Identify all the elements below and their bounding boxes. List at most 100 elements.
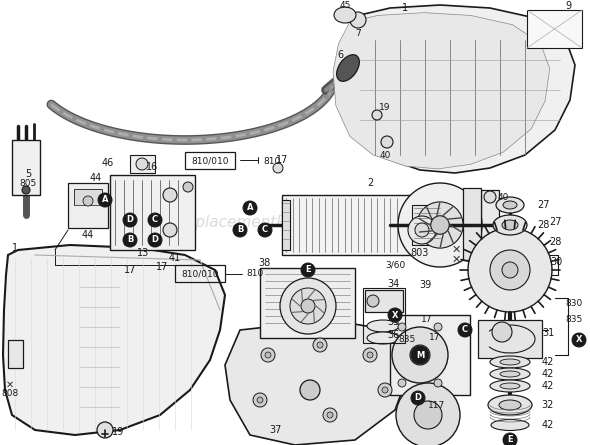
Circle shape	[290, 288, 326, 324]
Circle shape	[300, 380, 320, 400]
Circle shape	[265, 352, 271, 358]
Bar	[12, 140, 40, 195]
Text: eReplacementParts.com: eReplacementParts.com	[166, 215, 353, 230]
Circle shape	[257, 397, 263, 403]
Ellipse shape	[500, 359, 520, 365]
Bar	[478, 320, 542, 358]
Circle shape	[392, 327, 448, 383]
Circle shape	[572, 333, 586, 347]
Text: 1: 1	[12, 243, 18, 253]
Text: B: B	[237, 226, 243, 235]
Text: 17: 17	[276, 155, 288, 165]
Text: 19: 19	[112, 427, 124, 437]
Text: 44: 44	[82, 230, 94, 240]
Circle shape	[411, 346, 429, 364]
Circle shape	[372, 110, 382, 120]
Circle shape	[327, 412, 333, 418]
Text: 7: 7	[355, 28, 361, 37]
Text: 44: 44	[90, 173, 102, 183]
Circle shape	[367, 352, 373, 358]
Text: 40: 40	[379, 150, 391, 159]
Text: 810/010: 810/010	[191, 157, 229, 166]
Bar	[74, 189, 102, 205]
Text: C: C	[262, 226, 268, 235]
Text: 805: 805	[19, 178, 37, 187]
Circle shape	[350, 12, 366, 28]
Circle shape	[411, 391, 425, 405]
Text: 810: 810	[263, 157, 281, 166]
Text: 42: 42	[542, 420, 554, 430]
Ellipse shape	[499, 400, 521, 410]
Text: D: D	[126, 215, 133, 224]
Circle shape	[492, 322, 512, 342]
Circle shape	[97, 422, 113, 438]
Circle shape	[163, 188, 177, 202]
Circle shape	[434, 323, 442, 331]
Circle shape	[408, 216, 436, 244]
Text: 34: 34	[387, 279, 399, 289]
Text: ✕: ✕	[451, 245, 461, 255]
Circle shape	[414, 401, 442, 429]
Text: 45: 45	[339, 1, 350, 11]
Circle shape	[261, 348, 275, 362]
Text: B: B	[127, 235, 133, 244]
Circle shape	[398, 183, 482, 267]
Text: 16: 16	[146, 162, 158, 172]
Bar	[390, 315, 470, 395]
Ellipse shape	[367, 320, 399, 332]
Text: 17: 17	[421, 316, 432, 324]
Text: A: A	[101, 195, 108, 205]
Text: 27: 27	[537, 200, 549, 210]
Ellipse shape	[496, 197, 524, 213]
Bar	[185, 152, 235, 169]
Ellipse shape	[490, 368, 530, 380]
Circle shape	[398, 323, 406, 331]
Circle shape	[410, 345, 430, 365]
Circle shape	[163, 223, 177, 237]
Circle shape	[415, 223, 429, 237]
Circle shape	[98, 193, 112, 207]
Circle shape	[273, 163, 283, 173]
Text: 810: 810	[247, 270, 264, 279]
Text: 17: 17	[156, 262, 168, 272]
Text: 2: 2	[367, 178, 373, 188]
Circle shape	[323, 408, 337, 422]
Circle shape	[280, 278, 336, 334]
Circle shape	[502, 262, 518, 278]
Bar	[282, 195, 412, 255]
Circle shape	[468, 228, 552, 312]
Bar	[463, 188, 481, 260]
Text: 40: 40	[497, 193, 509, 202]
Text: 46: 46	[102, 158, 114, 168]
Text: 9: 9	[565, 1, 571, 11]
Text: 5: 5	[25, 169, 31, 179]
Text: 835: 835	[398, 336, 415, 344]
Text: A: A	[247, 203, 253, 213]
Text: 39: 39	[419, 280, 431, 290]
Circle shape	[22, 186, 30, 194]
Circle shape	[381, 136, 393, 148]
Circle shape	[258, 223, 272, 237]
Bar	[412, 205, 442, 245]
Text: 810/010: 810/010	[181, 270, 219, 279]
Text: 36: 36	[387, 330, 399, 340]
Ellipse shape	[337, 55, 359, 81]
Text: 27: 27	[549, 217, 561, 227]
Ellipse shape	[490, 356, 530, 368]
Text: 19: 19	[379, 104, 391, 113]
Ellipse shape	[500, 383, 520, 389]
Bar	[363, 288, 405, 343]
Circle shape	[253, 393, 267, 407]
Ellipse shape	[500, 371, 520, 377]
Text: 42: 42	[542, 381, 554, 391]
Text: D: D	[152, 235, 159, 244]
Ellipse shape	[493, 215, 527, 235]
Text: 17: 17	[124, 265, 136, 275]
Bar	[481, 190, 499, 258]
Circle shape	[148, 213, 162, 227]
Circle shape	[183, 182, 193, 192]
Circle shape	[317, 342, 323, 348]
Bar	[282, 200, 290, 250]
Circle shape	[83, 196, 93, 206]
Text: D: D	[415, 393, 421, 402]
